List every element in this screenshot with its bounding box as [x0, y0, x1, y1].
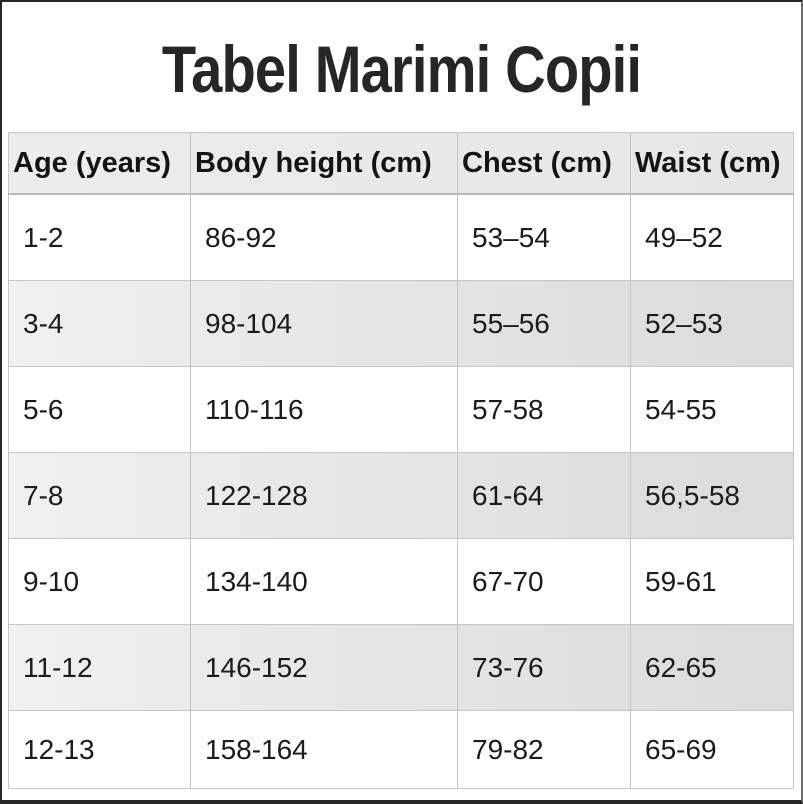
children-size-table: Age (years) Body height (cm) Chest (cm) …	[8, 132, 794, 789]
cell-age: 1-2	[8, 193, 191, 281]
cell-age: 3-4	[8, 280, 191, 367]
cell-chest: 61-64	[457, 452, 631, 539]
table-row: 1-2 86-92 53–54 49–52	[8, 193, 794, 281]
table-row: 5-6 110-116 57-58 54-55	[8, 366, 794, 453]
cell-waist: 56,5-58	[630, 452, 794, 539]
table-row: 7-8 122-128 61-64 56,5-58	[8, 452, 794, 539]
cell-chest: 67-70	[457, 538, 631, 625]
table-row: 11-12 146-152 73-76 62-65	[8, 624, 794, 711]
cell-body-height: 134-140	[190, 538, 458, 625]
cell-body-height: 122-128	[190, 452, 458, 539]
cell-body-height: 158-164	[190, 710, 458, 789]
cell-waist: 65-69	[630, 710, 794, 789]
table-row: 12-13 158-164 79-82 65-69	[8, 710, 794, 789]
page-title: Tabel Marimi Copii	[161, 32, 642, 106]
cell-waist: 49–52	[630, 193, 794, 281]
cell-chest: 79-82	[457, 710, 631, 789]
cell-age: 5-6	[8, 366, 191, 453]
cell-waist: 52–53	[630, 280, 794, 367]
column-header-chest: Chest (cm)	[457, 132, 631, 195]
cell-chest: 55–56	[457, 280, 631, 367]
cell-age: 12-13	[8, 710, 191, 789]
cell-body-height: 98-104	[190, 280, 458, 367]
cell-age: 11-12	[8, 624, 191, 711]
cell-body-height: 146-152	[190, 624, 458, 711]
cell-chest: 57-58	[457, 366, 631, 453]
header-row: Age (years) Body height (cm) Chest (cm) …	[8, 132, 794, 195]
column-header-waist: Waist (cm)	[630, 132, 794, 195]
cell-age: 9-10	[8, 538, 191, 625]
cell-age: 7-8	[8, 452, 191, 539]
column-header-body-height: Body height (cm)	[190, 132, 458, 195]
cell-chest: 73-76	[457, 624, 631, 711]
table-body: 1-2 86-92 53–54 49–52 3-4 98-104 55–56 5…	[8, 193, 794, 789]
table-row: 3-4 98-104 55–56 52–53	[8, 280, 794, 367]
cell-waist: 54-55	[630, 366, 794, 453]
cell-body-height: 86-92	[190, 193, 458, 281]
cell-body-height: 110-116	[190, 366, 458, 453]
table-header: Age (years) Body height (cm) Chest (cm) …	[8, 132, 794, 195]
cell-waist: 62-65	[630, 624, 794, 711]
column-header-age: Age (years)	[8, 132, 191, 195]
cell-chest: 53–54	[457, 193, 631, 281]
cell-waist: 59-61	[630, 538, 794, 625]
table-row: 9-10 134-140 67-70 59-61	[8, 538, 794, 625]
